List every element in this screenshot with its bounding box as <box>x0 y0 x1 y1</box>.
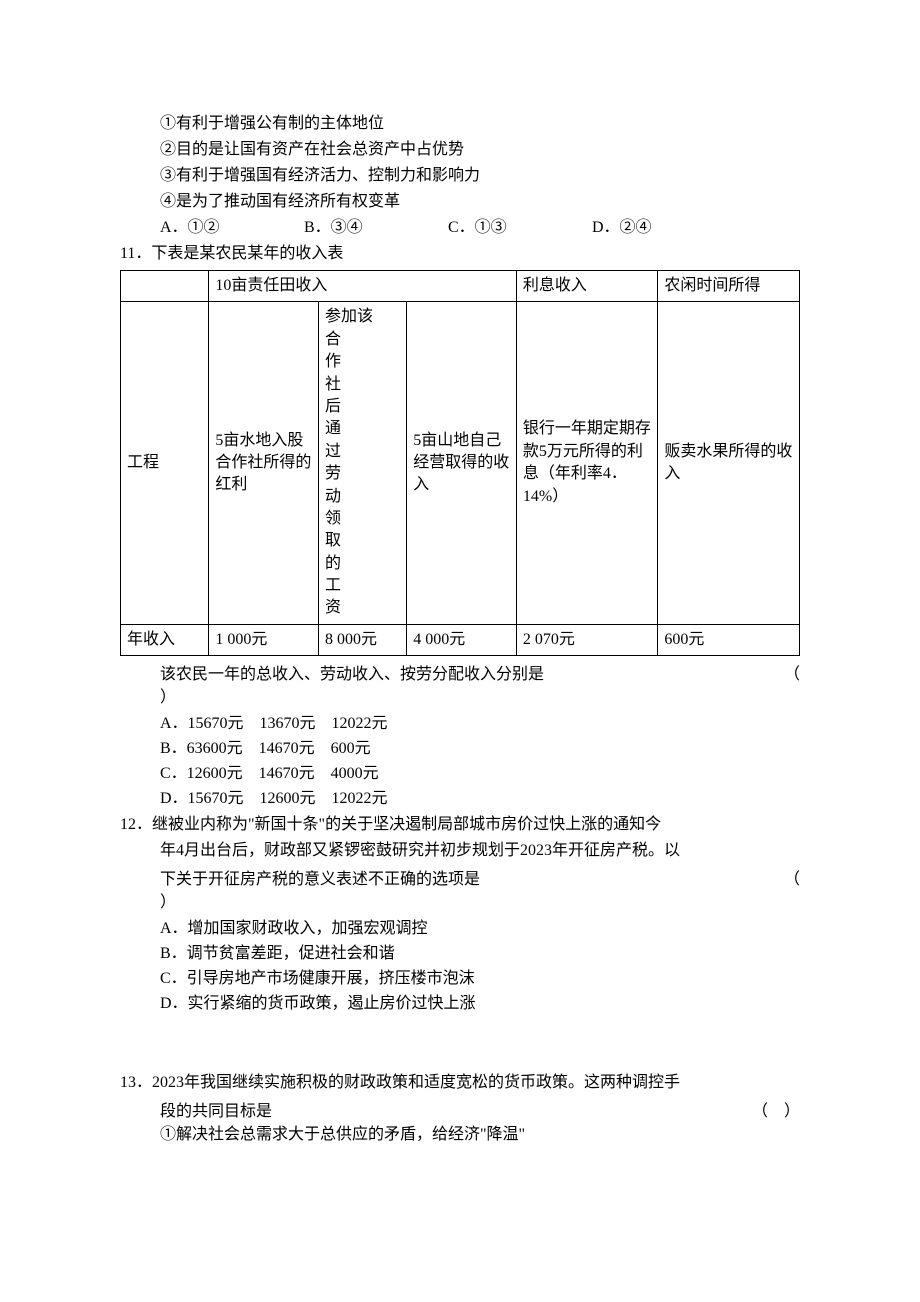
header-2: 利息收入 <box>516 271 658 302</box>
q10-option-b: B．③④ <box>304 216 444 240</box>
row2-c3: 4 000元 <box>407 624 517 655</box>
page-content: ①有利于增强公有制的主体地位 ②目的是让国有资产在社会总资产中占优势 ③有利于增… <box>0 0 920 1209</box>
row1-c3: 5亩山地自己经营取得的收入 <box>407 302 517 624</box>
row2-c1: 1 000元 <box>209 624 319 655</box>
row1-c2: 参加该 合 作 社 后 通 过 劳 动 领 取 的 工 资 <box>318 302 406 624</box>
q10-statement-1: ①有利于增强公有制的主体地位 <box>120 112 800 136</box>
table-row: 工程 5亩水地入股合作社所得的红利 参加该 合 作 社 后 通 过 劳 动 领 … <box>121 302 800 624</box>
header-3: 农闲时间所得 <box>658 271 800 302</box>
q13-lead1: 13．2023年我国继续实施积极的财政政策和适度宽松的货币政策。这两种调控手 <box>120 1071 800 1095</box>
row1-label: 工程 <box>121 302 209 624</box>
q11-option-a: A．15670元 13670元 12022元 <box>160 712 800 736</box>
q11-answers: A．15670元 13670元 12022元 B．63600元 14670元 6… <box>120 712 800 811</box>
row2-c2: 8 000元 <box>318 624 406 655</box>
q11-option-c: C．12600元 14670元 4000元 <box>160 762 800 786</box>
table-row: 10亩责任田收入 利息收入 农闲时间所得 <box>121 271 800 302</box>
q13-lead2: 段的共同目标是 （ ） <box>120 1097 800 1121</box>
q12-lead3: 下关于开征房产税的意义表述不正确的选项是 （ <box>120 865 800 889</box>
q12-lead1: 12．继被业内称为"新国十条"的关于坚决遏制局部城市房价过快上涨的通知今 <box>120 813 800 837</box>
q10-option-c: C．①③ <box>448 216 588 240</box>
row1-c4: 银行一年期定期存款5万元所得的利息（年利率4．14%） <box>516 302 658 624</box>
q11-option-d: D．15670元 12600元 12022元 <box>160 787 800 811</box>
q12-answers: A．增加国家财政收入，加强宏观调控 B．调节贫富差距，促进社会和谐 C．引导房地… <box>120 917 800 1016</box>
row2-c5: 600元 <box>658 624 800 655</box>
table-row: 年收入 1 000元 8 000元 4 000元 2 070元 600元 <box>121 624 800 655</box>
income-table: 10亩责任田收入 利息收入 农闲时间所得 工程 5亩水地入股合作社所得的红利 参… <box>120 270 800 656</box>
q12-option-b: B．调节贫富差距，促进社会和谐 <box>160 942 800 966</box>
q12-option-c: C．引导房地产市场健康开展，挤压楼市泡沫 <box>160 967 800 991</box>
header-1: 10亩责任田收入 <box>209 271 517 302</box>
q10-option-d: D．②④ <box>592 216 652 240</box>
q10-option-a: A．①② <box>160 216 300 240</box>
q11-lead: 11．下表是某农民某年的收入表 <box>120 242 800 266</box>
row1-c1: 5亩水地入股合作社所得的红利 <box>209 302 319 624</box>
q13-statement-1: ①解决社会总需求大于总供应的矛盾，给经济"降温" <box>120 1123 800 1147</box>
q11-option-b: B．63600元 14670元 600元 <box>160 737 800 761</box>
q11-tail: 该农民一年的总收入、劳动收入、按劳分配收入分别是 （ <box>120 660 800 684</box>
q12-option-a: A．增加国家财政收入，加强宏观调控 <box>160 917 800 941</box>
q12-option-d: D．实行紧缩的货币政策，遏止房价过快上涨 <box>160 992 800 1016</box>
q11-tail-close: ） <box>120 686 800 710</box>
q10-options: A．①② B．③④ C．①③ D．②④ <box>120 216 800 240</box>
q10-statement-3: ③有利于增强国有经济活力、控制力和影响力 <box>120 164 800 188</box>
row2-c4: 2 070元 <box>516 624 658 655</box>
q10-statement-4: ④是为了推动国有经济所有权变革 <box>120 190 800 214</box>
q10-statement-2: ②目的是让国有资产在社会总资产中占优势 <box>120 138 800 162</box>
row1-c5: 贩卖水果所得的收入 <box>658 302 800 624</box>
row2-label: 年收入 <box>121 624 209 655</box>
q12-lead2: 年4月出台后，财政部又紧锣密鼓研究并初步规划于2023年开征房产税。以 <box>120 839 800 863</box>
q12-tail-close: ） <box>120 891 800 915</box>
